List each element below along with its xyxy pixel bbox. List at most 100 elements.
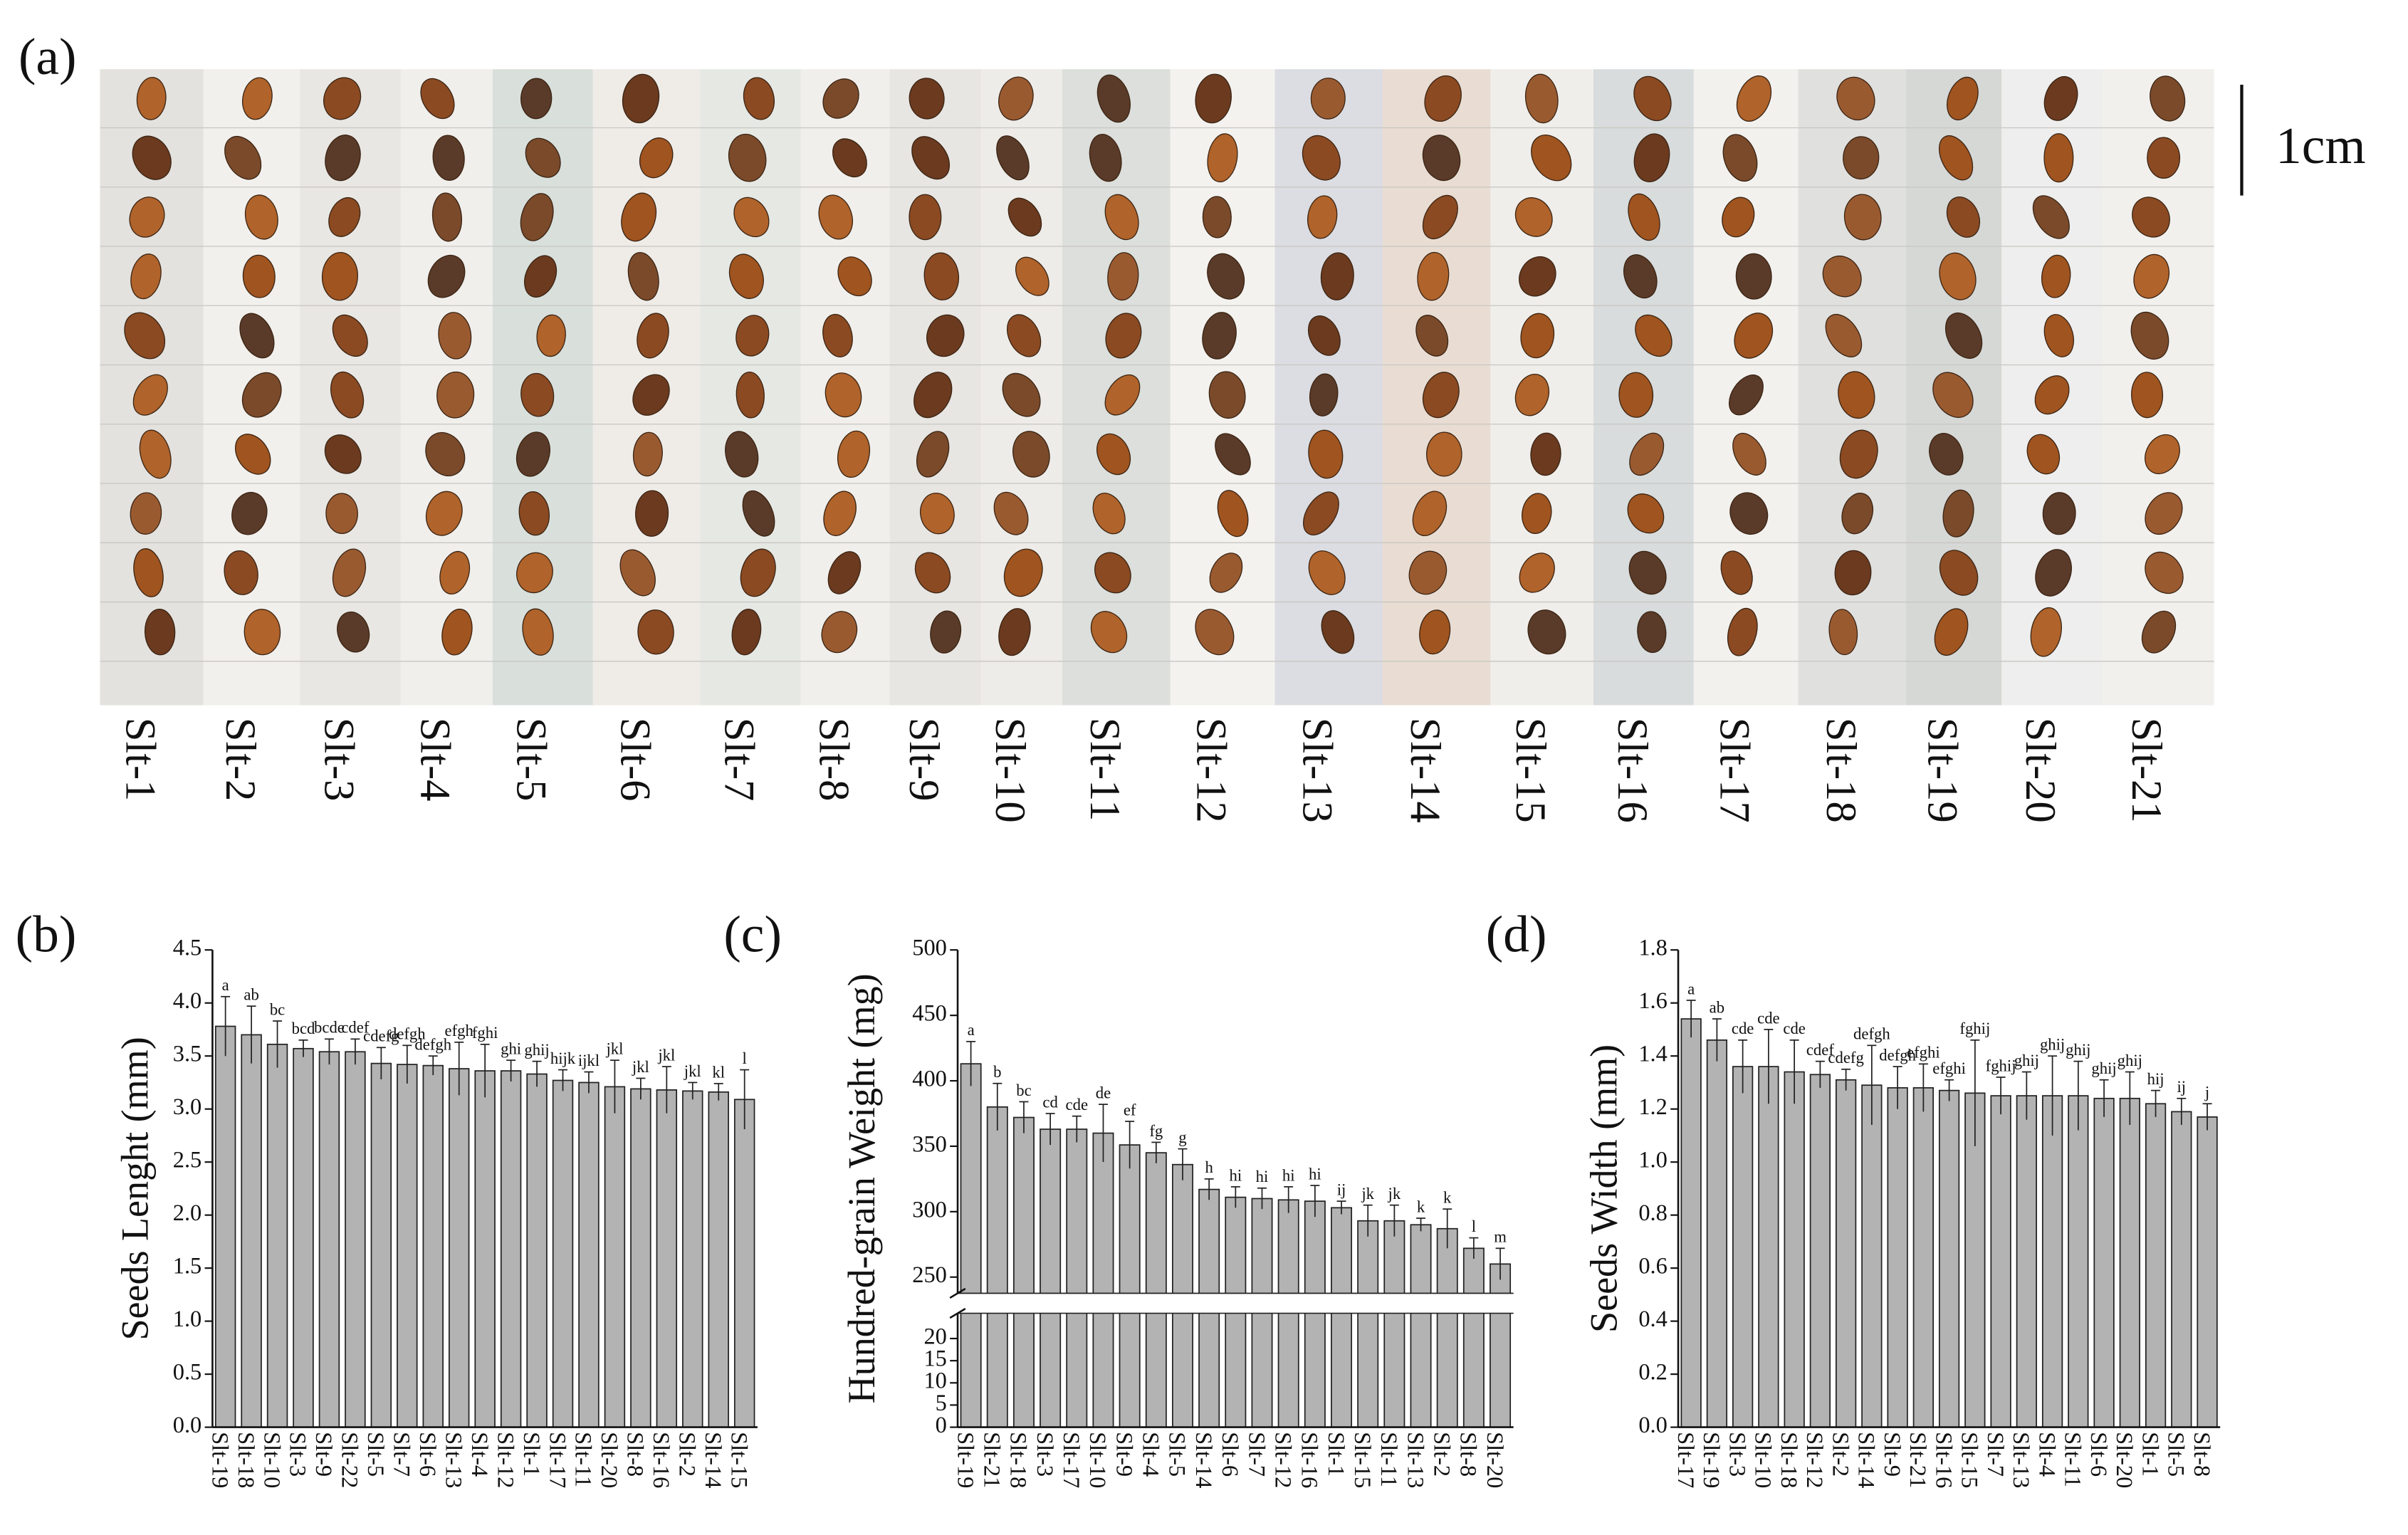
seed [1623,254,1658,299]
x-tick-label: Slt-21 [1905,1432,1930,1488]
x-tick-label: Slt-12 [1801,1432,1827,1488]
seed [2131,372,2164,419]
panel-label: (a) [19,27,77,85]
significance-letter: ghij [2014,1052,2039,1069]
x-tick-label: Slt-20 [1482,1432,1507,1488]
seed [825,372,862,418]
seed [998,76,1034,121]
seed [1107,252,1139,301]
seed [325,493,358,535]
significance-letter: ab [1710,998,1724,1016]
seed [427,254,466,298]
x-tick-label: Slt-7 [389,1432,414,1477]
bar [422,1064,444,1428]
seed [2145,434,2180,474]
significance-letter: l [1472,1217,1476,1235]
seed [524,255,557,298]
bar [578,1081,600,1428]
bar [293,1047,314,1428]
seed [2041,254,2071,298]
bar [500,1070,522,1428]
seed [420,78,455,120]
sample-label: Slt-12 [1187,718,1235,823]
seed [425,491,463,536]
sample-label: Slt-9 [900,718,948,802]
seed [1519,256,1556,297]
seed [1092,493,1126,535]
seed [2145,551,2184,594]
sample-label: Slt-5 [508,718,555,802]
seed [637,609,674,655]
seed [919,493,955,535]
x-tick-label: Slt-19 [952,1432,978,1488]
y-tick-label: 3.5 [173,1042,202,1067]
significance-letter: b [993,1063,1001,1081]
bar [1040,1128,1062,1428]
seed [1722,197,1755,238]
significance-letter: efghi [1932,1059,1966,1077]
seed [1942,489,1974,538]
panel-label: (b) [16,904,77,963]
sample-label: Slt-13 [1294,718,1341,823]
seed [1419,609,1451,655]
seed [133,548,164,597]
seed [1424,75,1462,122]
y-tick-label: 0.5 [173,1360,202,1385]
seed [1729,492,1769,535]
seed [1321,610,1355,654]
significance-letter: ghij [2118,1052,2142,1069]
x-tick-label: Slt-8 [2189,1432,2214,1477]
seed [1208,371,1246,419]
x-tick-label: Slt-10 [258,1432,284,1488]
break-mark [949,1287,966,1299]
seed [621,192,657,242]
seed [622,73,660,124]
sample-label: Slt-18 [1817,718,1865,823]
y-tick-label: 1.0 [173,1306,202,1332]
seed [1090,611,1128,654]
axis-break-gap [945,1293,1517,1314]
x-tick-label: Slt-1 [2137,1432,2162,1477]
seed [627,251,659,301]
y-tick-label: 0.0 [1638,1413,1668,1438]
bar [214,1025,236,1428]
seed [2034,375,2070,415]
y-tick-label: 300 [912,1197,947,1222]
seed [1732,433,1766,476]
seed [520,372,555,417]
seed [1736,75,1772,122]
significance-letter: l [743,1049,747,1067]
seed [1834,550,1872,596]
seed [1727,607,1758,656]
seed [1618,372,1654,418]
seed [1422,372,1460,419]
seed [837,256,872,297]
seed [1310,78,1346,120]
bar [1436,1227,1458,1428]
panel-label: (c) [723,904,782,963]
significance-letter: defgh [1879,1046,1916,1064]
seed [1195,73,1232,124]
seed [2133,253,2169,299]
seed [1308,550,1346,595]
seed [536,314,566,357]
significance-letter: de [1096,1084,1111,1101]
y-axis-title: Seeds Width (mm) [1583,1044,1626,1333]
bar [1012,1116,1035,1428]
x-tick-label: Slt-22 [337,1432,362,1488]
x-tick-label: Slt-4 [1138,1432,1163,1477]
seed [130,253,162,300]
sample-label: Slt-21 [2122,718,2170,823]
seed [1215,433,1251,476]
seed [1728,374,1764,416]
seed [144,609,176,656]
significance-letter: cdef [1806,1041,1834,1059]
seed [1627,493,1665,534]
y-tick-label: 0.4 [1638,1306,1668,1332]
seed [2032,195,2070,239]
seed [1320,252,1354,300]
y-tick-label: 5 [936,1390,947,1416]
seed [930,610,962,654]
y-tick-label: 1.5 [173,1254,202,1279]
seed [2030,607,2062,657]
